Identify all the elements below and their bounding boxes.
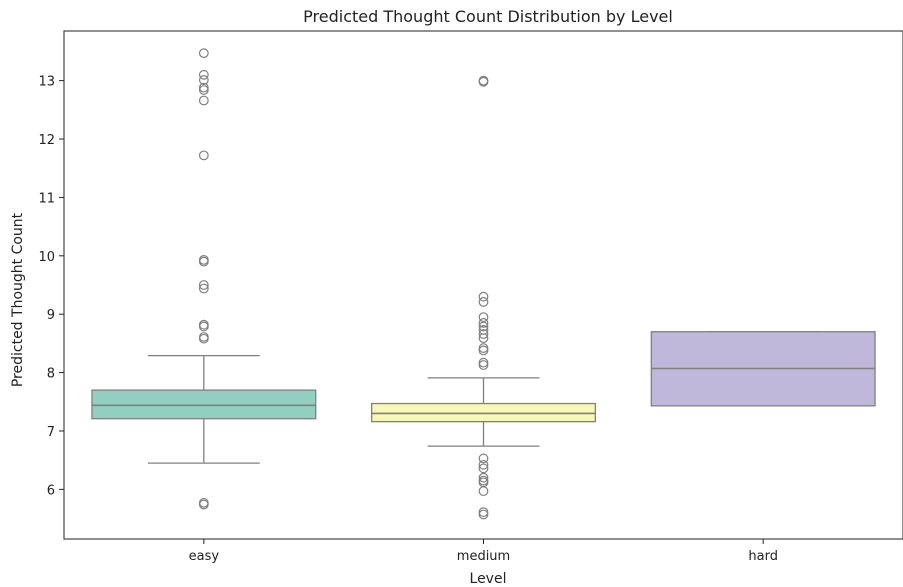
chart-title: Predicted Thought Count Distribution by …	[303, 7, 673, 26]
outlier-point	[198, 69, 209, 80]
outlier-point	[478, 76, 489, 87]
outlier-point	[198, 280, 209, 290]
outlier-point	[478, 486, 489, 497]
outlier-point	[198, 95, 209, 106]
outlier-point	[478, 312, 489, 323]
plot-area: 6 7 8 9 10 11 12 13 easy medium hard	[38, 30, 903, 564]
plot-frame	[63, 30, 903, 540]
y-tick-label: 13	[38, 75, 55, 90]
y-axis-label: Predicted Thought Count	[10, 212, 26, 387]
outlier-point	[478, 321, 489, 332]
outlier-point	[478, 291, 489, 302]
outlier-point	[478, 360, 489, 370]
y-tick-label: 7	[47, 425, 55, 440]
outlier-point	[478, 509, 489, 520]
x-tick-label-easy: easy	[189, 549, 220, 564]
outlier-point	[478, 329, 489, 339]
outlier-point	[478, 453, 489, 464]
outlier-point	[478, 459, 489, 470]
outlier-point	[478, 463, 489, 474]
x-tick-label-hard: hard	[748, 549, 778, 564]
outlier-point	[198, 283, 209, 294]
outlier-point	[478, 472, 489, 483]
outlier-point	[198, 256, 209, 267]
outlier-point	[478, 345, 489, 356]
y-tick-label: 11	[38, 191, 55, 206]
y-tick-label: 10	[38, 250, 55, 265]
y-tick-label: 6	[47, 483, 55, 498]
outlier-point	[198, 499, 209, 510]
y-tick-label: 8	[47, 367, 55, 382]
y-tick-label: 12	[38, 133, 55, 148]
outlier-point	[198, 333, 209, 344]
outlier-point	[198, 150, 209, 161]
outlier-point	[198, 321, 209, 332]
box-medium	[370, 402, 597, 423]
y-tick-label: 9	[47, 308, 55, 323]
outlier-point	[198, 85, 209, 95]
outlier-point	[198, 75, 209, 85]
box-easy	[91, 389, 317, 420]
x-axis-label: Level	[470, 571, 507, 587]
outlier-point	[478, 318, 489, 328]
outlier-point	[478, 297, 489, 307]
x-tick-label-medium: medium	[457, 549, 510, 564]
outlier-point	[198, 48, 209, 59]
outlier-point	[478, 333, 489, 344]
